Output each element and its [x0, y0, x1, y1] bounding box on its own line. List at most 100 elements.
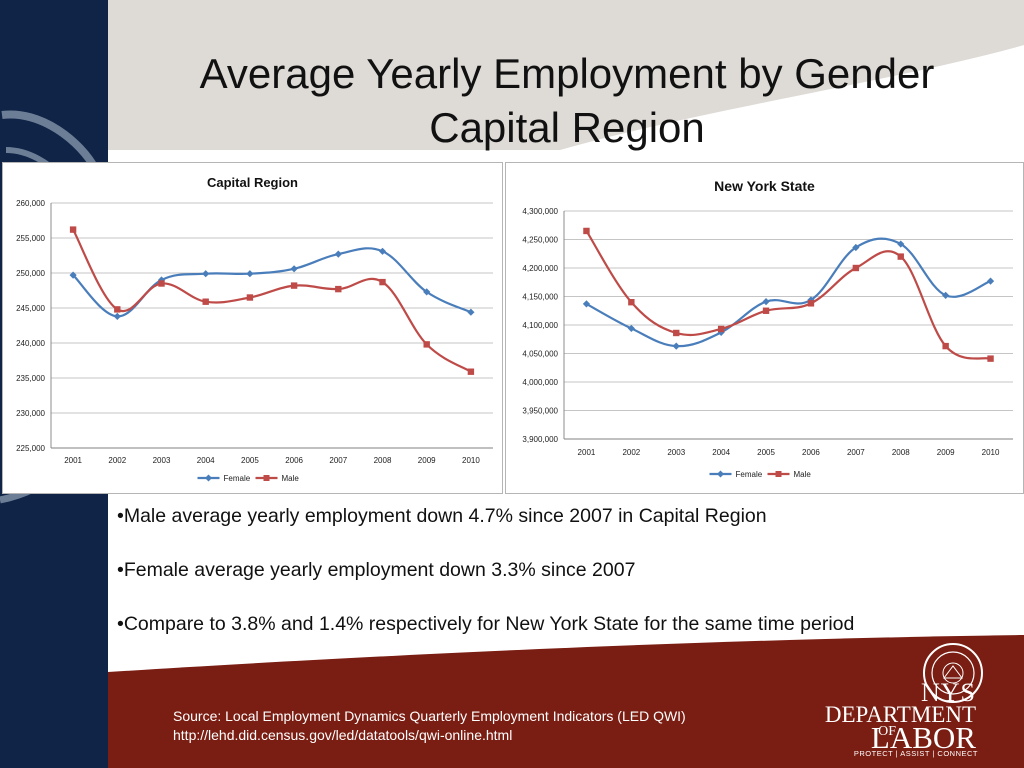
data-point-male — [673, 329, 680, 337]
y-tick-label: 230,000 — [16, 409, 45, 418]
data-point-male — [897, 253, 904, 260]
x-tick-label: 2009 — [937, 448, 955, 457]
x-tick-label: 2001 — [64, 456, 82, 465]
y-tick-label: 240,000 — [16, 339, 45, 348]
data-point-male — [717, 325, 725, 333]
data-point-male — [379, 278, 386, 286]
legend-label: Female — [224, 474, 251, 483]
y-tick-label: 4,250,000 — [522, 236, 558, 245]
data-point-female — [202, 270, 210, 278]
y-tick-label: 4,100,000 — [522, 321, 558, 330]
y-tick-label: 4,000,000 — [522, 378, 558, 387]
x-tick-label: 2001 — [578, 448, 596, 457]
data-point-female — [897, 240, 905, 248]
chart-title: Capital Region — [207, 175, 298, 190]
logo-labor-text: LABOR — [870, 720, 976, 755]
x-tick-label: 2010 — [982, 448, 1000, 457]
y-tick-label: 235,000 — [16, 374, 45, 383]
x-tick-label: 2009 — [418, 456, 436, 465]
chart-title: New York State — [714, 178, 815, 194]
legend-entry-female: Female — [709, 470, 763, 479]
y-tick-label: 4,300,000 — [522, 207, 558, 216]
x-tick-label: 2003 — [153, 456, 171, 465]
legend-label: Female — [736, 470, 763, 479]
slide-title-line1: Average Yearly Employment by Gender — [199, 50, 935, 97]
source-url[interactable]: http://lehd.did.census.gov/led/datatools… — [173, 727, 513, 743]
data-point-female — [246, 270, 254, 278]
data-point-female — [378, 247, 387, 255]
source-citation: Source: Local Employment Dynamics Quarte… — [173, 708, 686, 724]
legend-entry-male: Male — [255, 474, 300, 483]
x-tick-label: 2004 — [712, 448, 730, 457]
bullet-female-capital: •Female average yearly employment down 3… — [117, 559, 636, 581]
y-tick-label: 260,000 — [16, 199, 45, 208]
legend-entry-male: Male — [767, 470, 812, 479]
y-tick-label: 4,150,000 — [522, 293, 558, 302]
x-tick-label: 2007 — [847, 448, 865, 457]
data-point-female — [627, 324, 635, 333]
x-tick-label: 2005 — [757, 448, 775, 457]
x-tick-label: 2002 — [108, 456, 126, 465]
data-point-male — [467, 368, 475, 375]
y-tick-label: 4,200,000 — [522, 264, 558, 273]
logo-of-text: OF — [878, 724, 896, 739]
data-point-male — [423, 341, 430, 348]
data-point-female — [986, 277, 995, 285]
x-tick-label: 2008 — [374, 456, 392, 465]
data-point-male — [114, 306, 121, 313]
y-tick-label: 3,900,000 — [522, 435, 558, 444]
legend-label: Male — [794, 470, 812, 479]
y-tick-label: 3,950,000 — [522, 407, 558, 416]
x-tick-label: 2007 — [329, 456, 347, 465]
capital-region-chart: Capital Region 225,000 230,000 235,000 240,0… — [2, 162, 503, 494]
series-line-male — [585, 230, 991, 360]
x-tick-label: 2004 — [197, 456, 215, 465]
data-point-male — [583, 227, 590, 235]
y-tick-label: 245,000 — [16, 304, 45, 313]
series-line-male — [72, 229, 472, 373]
data-point-male — [852, 264, 860, 272]
data-point-male — [69, 226, 77, 233]
legend-entry-female: Female — [197, 474, 251, 483]
data-point-male — [762, 307, 770, 314]
x-tick-label: 2006 — [802, 448, 820, 457]
logo-tagline: PROTECT | ASSIST | CONNECT — [853, 749, 978, 758]
y-tick-label: 250,000 — [16, 269, 45, 278]
data-point-female — [762, 298, 770, 306]
logo-department-text: DEPARTMENT — [824, 702, 976, 727]
y-tick-label: 255,000 — [16, 234, 45, 243]
data-point-male — [807, 300, 815, 307]
series-line-female — [72, 247, 472, 318]
legend-label: Male — [282, 474, 300, 483]
data-point-male — [628, 299, 635, 306]
data-point-female — [467, 308, 475, 316]
bullet-compare-nys: •Compare to 3.8% and 1.4% respectively f… — [117, 613, 855, 635]
x-tick-label: 2006 — [285, 456, 303, 465]
data-point-male — [246, 294, 254, 301]
y-tick-label: 225,000 — [16, 444, 45, 453]
data-point-male — [335, 285, 342, 293]
data-point-male — [158, 280, 165, 287]
data-point-female — [290, 265, 298, 273]
slide-title-line2: Capital Region — [429, 104, 705, 151]
y-tick-label: 4,050,000 — [522, 350, 558, 359]
data-point-female — [672, 342, 680, 350]
data-point-male — [290, 282, 298, 289]
x-tick-label: 2010 — [462, 456, 480, 465]
x-tick-label: 2005 — [241, 456, 259, 465]
data-point-female — [113, 312, 121, 320]
data-point-male — [987, 355, 994, 362]
x-tick-label: 2008 — [892, 448, 910, 457]
data-point-male — [202, 298, 209, 305]
x-tick-label: 2003 — [667, 448, 685, 457]
data-point-male — [942, 342, 949, 350]
logo-nys-text: NYS — [920, 678, 976, 707]
state-seal-icon — [923, 643, 983, 703]
data-point-female — [852, 243, 860, 252]
data-point-female — [334, 250, 342, 258]
nys-labor-logo: NYS DEPARTMENT OF LABOR PROTECT | ASSIST… — [825, 640, 1010, 762]
bullet-male-capital: •Male average yearly employment down 4.7… — [117, 505, 767, 527]
series-line-female — [585, 237, 991, 348]
x-tick-label: 2002 — [622, 448, 640, 457]
data-point-female — [157, 276, 166, 284]
